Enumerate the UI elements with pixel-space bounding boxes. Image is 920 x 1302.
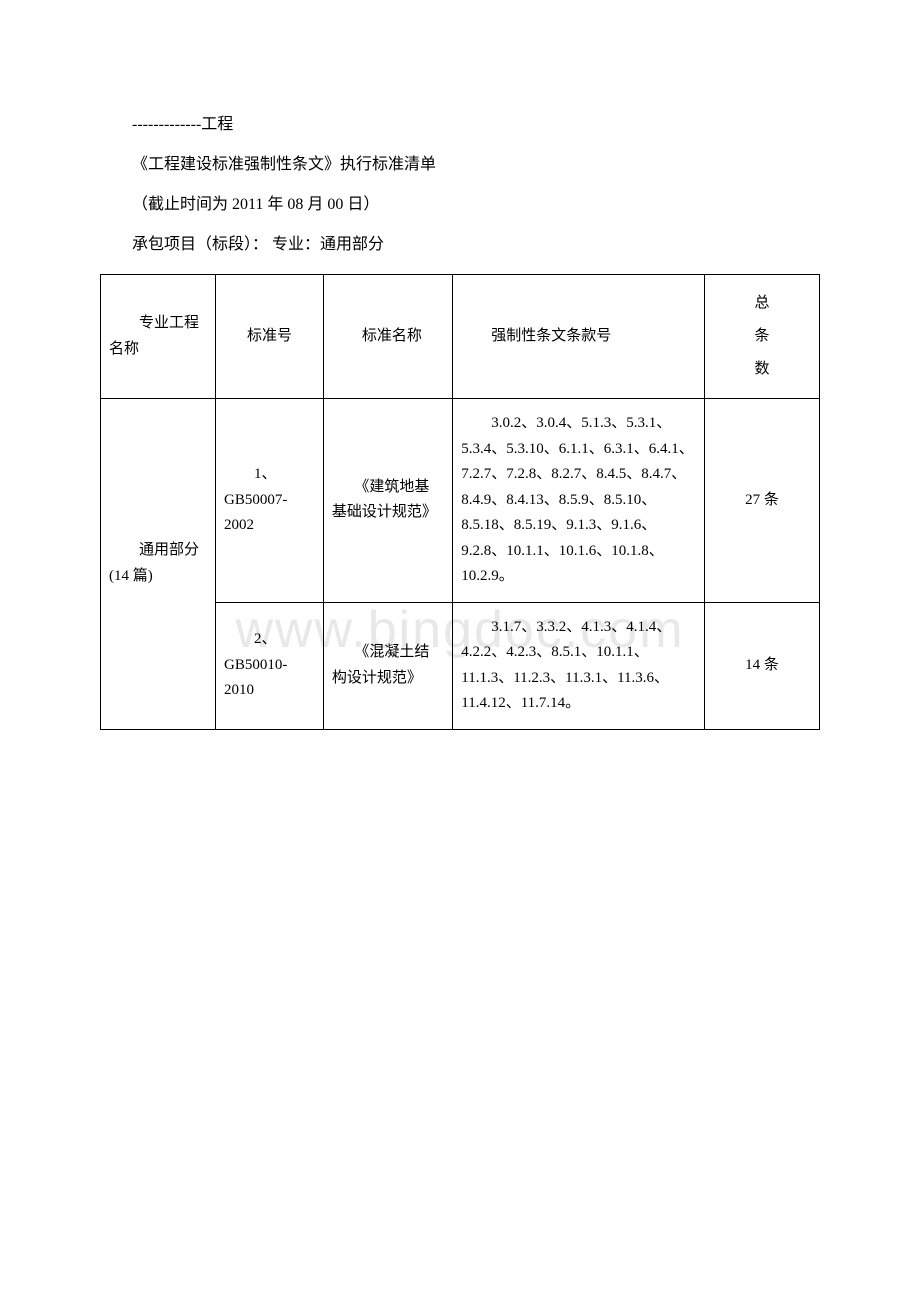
cell-standard-no: 2、GB50010-2010	[216, 602, 324, 729]
document-title: 《工程建设标准强制性条文》执行标准清单	[100, 150, 820, 174]
table-row: 通用部分(14 篇) 1、GB50007-2002 《建筑地基基础设计规范》 3…	[101, 399, 820, 603]
standards-table: 专业工程名称 标准号 标准名称 强制性条文条款号 总条数 通用部分(14 篇) …	[100, 274, 820, 730]
header-standard-name: 标准名称	[323, 275, 452, 399]
cell-standard-name: 《建筑地基基础设计规范》	[323, 399, 452, 603]
cell-standard-name: 《混凝土结构设计规范》	[323, 602, 452, 729]
header-standard-number: 标准号	[216, 275, 324, 399]
cell-count: 27 条	[704, 399, 819, 603]
cell-clauses: 3.1.7、3.3.2、4.1.3、4.1.4、4.2.2、4.2.3、8.5.…	[453, 602, 705, 729]
project-name-line: -------------工程	[100, 110, 820, 134]
cutoff-date: （截止时间为 2011 年 08 月 00 日）	[100, 190, 820, 214]
cell-clauses: 3.0.2、3.0.4、5.1.3、5.3.1、5.3.4、5.3.10、6.1…	[453, 399, 705, 603]
header-total-count: 总条数	[704, 275, 819, 399]
contract-info: 承包项目（标段）： 专业：通用部分	[100, 230, 820, 254]
header-project-category: 专业工程名称	[101, 275, 216, 399]
table-header-row: 专业工程名称 标准号 标准名称 强制性条文条款号 总条数	[101, 275, 820, 399]
cell-count: 14 条	[704, 602, 819, 729]
cell-standard-no: 1、GB50007-2002	[216, 399, 324, 603]
cell-category: 通用部分(14 篇)	[101, 399, 216, 730]
header-clause-numbers: 强制性条文条款号	[453, 275, 705, 399]
